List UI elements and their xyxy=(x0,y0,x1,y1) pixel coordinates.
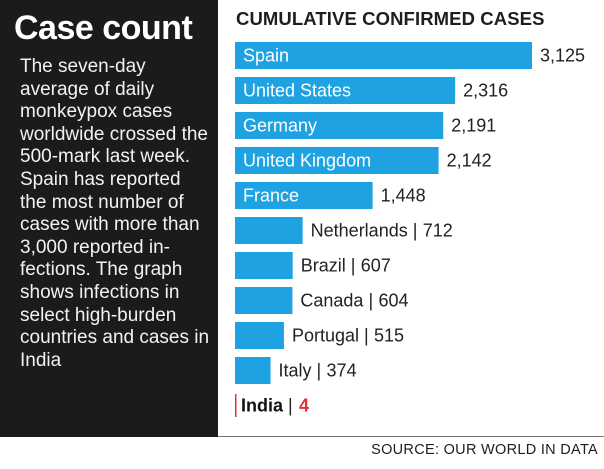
bar-portugal xyxy=(235,322,284,349)
category-label-united-states: United States xyxy=(243,81,351,101)
bar-india xyxy=(235,394,237,417)
category-label-brazil: Brazil xyxy=(301,256,346,276)
source-note: SOURCE: OUR WORLD IN DATA xyxy=(371,442,598,458)
bar-canada xyxy=(235,287,293,314)
value-label-france: 1,448 xyxy=(381,186,426,206)
bar-france xyxy=(235,182,373,209)
value-label-germany: 2,191 xyxy=(451,116,496,136)
value-label-portugal: 515 xyxy=(374,326,404,346)
bar-italy xyxy=(235,357,271,384)
category-label-india: India xyxy=(241,396,284,416)
value-label-canada: 604 xyxy=(378,291,408,311)
value-label-netherlands: 712 xyxy=(423,221,453,241)
bar-chart: Spain 3,125 United States 2,316 Germany 2,191… xyxy=(235,42,585,417)
separator-italy: | xyxy=(317,361,322,381)
value-label-spain: 3,125 xyxy=(540,46,585,66)
separator-netherlands: | xyxy=(413,221,418,241)
value-label-italy: 374 xyxy=(327,361,357,381)
separator-canada: | xyxy=(368,291,373,311)
category-label-portugal: Portugal xyxy=(292,326,359,346)
bar-germany xyxy=(235,112,444,139)
bar-united-kingdom xyxy=(235,147,439,174)
summary-panel: Case count The seven-day average of dail… xyxy=(0,0,218,437)
value-label-india: 4 xyxy=(299,396,309,416)
bar-united-states xyxy=(235,77,456,104)
category-label-italy: Italy xyxy=(279,361,312,381)
bar-netherlands xyxy=(235,217,303,244)
category-label-france: France xyxy=(243,186,299,206)
separator-brazil: | xyxy=(351,256,356,276)
value-label-united-states: 2,316 xyxy=(463,81,508,101)
source-divider xyxy=(218,436,604,437)
bar-spain xyxy=(235,42,532,69)
category-label-spain: Spain xyxy=(243,46,289,66)
bar-brazil xyxy=(235,252,293,279)
summary-text: The seven-day average of daily monkeypox… xyxy=(20,56,210,371)
value-label-brazil: 607 xyxy=(361,256,391,276)
value-label-united-kingdom: 2,142 xyxy=(447,151,492,171)
category-label-canada: Canada xyxy=(300,291,364,311)
category-label-germany: Germany xyxy=(243,116,317,136)
separator-india: | xyxy=(288,396,293,416)
category-label-netherlands: Netherlands xyxy=(311,221,408,241)
separator-portugal: | xyxy=(364,326,369,346)
headline: Case count xyxy=(14,9,193,47)
category-label-united-kingdom: United Kingdom xyxy=(243,151,371,171)
chart-title: CUMULATIVE CONFIRMED CASES xyxy=(236,8,545,29)
